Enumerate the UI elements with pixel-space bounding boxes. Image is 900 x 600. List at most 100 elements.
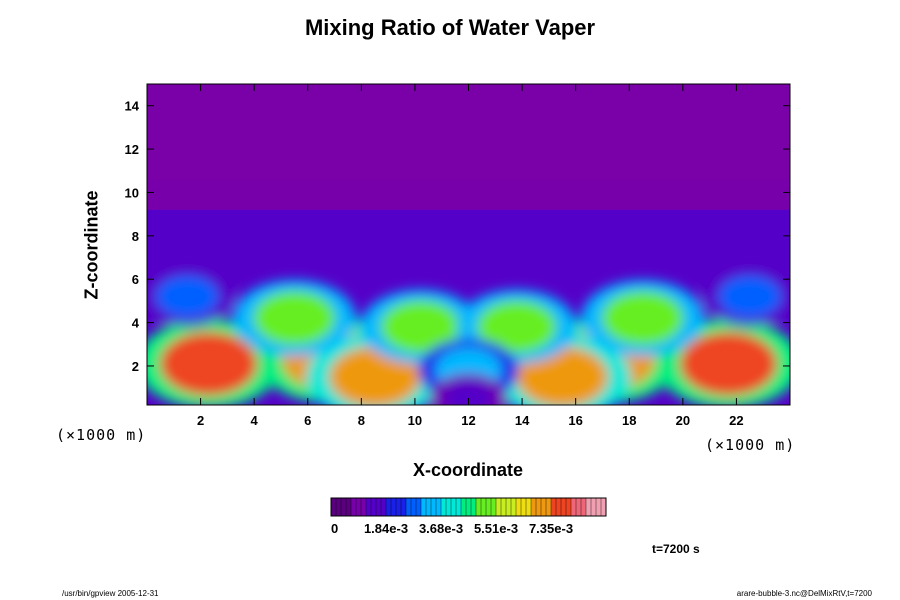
colorbar-cell-16 — [411, 498, 417, 516]
field-blob-1 — [679, 331, 777, 396]
colorbar-cell-42 — [541, 498, 547, 516]
colorbar-cell-32 — [491, 498, 497, 516]
colorbar-cell-2 — [341, 498, 347, 516]
field-blob-6 — [253, 291, 336, 346]
x-axis-unit: (×1000 m) — [705, 436, 796, 454]
colorbar: 0 1.84e-3 3.68e-3 5.51e-3 7.35e-3 — [330, 497, 607, 536]
colorbar-cell-30 — [481, 498, 487, 516]
colorbar-cell-39 — [526, 498, 532, 516]
colorbar-cell-7 — [366, 498, 372, 516]
colorbar-cell-13 — [396, 498, 402, 516]
x-tick-label-22: 22 — [729, 413, 743, 428]
x-tick-label-6: 6 — [304, 413, 311, 428]
footer-left: /usr/bin/gpview 2005-12-31 — [62, 589, 159, 598]
colorbar-frame — [330, 497, 607, 517]
colorbar-cell-37 — [516, 498, 522, 516]
colorbar-cell-51 — [586, 498, 592, 516]
colorbar-cell-22 — [441, 498, 447, 516]
colorbar-label-4: 7.35e-3 — [529, 521, 573, 536]
colorbar-cell-53 — [596, 498, 602, 516]
x-tick-label-12: 12 — [461, 413, 475, 428]
colorbar-cell-45 — [556, 498, 562, 516]
field-blob-10 — [155, 275, 219, 318]
field-layer — [147, 179, 790, 405]
colorbar-cell-1 — [336, 498, 342, 516]
colorbar-cell-34 — [501, 498, 507, 516]
colorbar-cell-33 — [496, 498, 502, 516]
field-blob-8 — [380, 300, 461, 354]
colorbar-cell-5 — [356, 498, 362, 516]
x-tick-label-14: 14 — [515, 413, 530, 428]
field-blob-7 — [601, 291, 684, 346]
colorbar-cell-17 — [416, 498, 422, 516]
field-blob-13 — [442, 380, 495, 405]
colorbar-cell-26 — [461, 498, 467, 516]
colorbar-cell-15 — [406, 498, 412, 516]
colorbar-cell-28 — [471, 498, 477, 516]
x-axis-label: X-coordinate — [412, 460, 523, 480]
colorbar-cell-35 — [506, 498, 512, 516]
x-tick-label-10: 10 — [408, 413, 422, 428]
colorbar-cell-43 — [546, 498, 552, 516]
chart-title: Mixing Ratio of Water Vaper — [304, 15, 596, 40]
colorbar-cell-18 — [421, 498, 427, 516]
colorbar-cell-50 — [581, 498, 587, 516]
colorbar-cell-10 — [381, 498, 387, 516]
colorbar-cell-4 — [351, 498, 357, 516]
colorbar-cell-41 — [536, 498, 542, 516]
y-tick-label-14: 14 — [125, 99, 140, 114]
x-tick-label-18: 18 — [622, 413, 636, 428]
colorbar-cell-24 — [451, 498, 457, 516]
colorbar-cell-14 — [401, 498, 407, 516]
colorbar-cell-3 — [346, 498, 352, 516]
colorbar-label-3: 5.51e-3 — [474, 521, 518, 536]
x-tick-label-8: 8 — [358, 413, 365, 428]
footer-right: arare-bubble-3.nc@DelMixRtV,t=7200 — [736, 589, 872, 598]
field-blob-9 — [476, 300, 557, 354]
colorbar-cell-23 — [446, 498, 452, 516]
colorbar-cell-12 — [391, 498, 397, 516]
colorbar-cell-47 — [566, 498, 572, 516]
y-tick-label-12: 12 — [125, 142, 139, 157]
x-tick-label-4: 4 — [251, 413, 259, 428]
colorbar-label-1: 1.84e-3 — [364, 521, 408, 536]
field-layer-0 — [147, 179, 790, 210]
colorbar-cell-6 — [361, 498, 367, 516]
colorbar-label-0: 0 — [331, 521, 338, 536]
y-tick-label-8: 8 — [132, 229, 139, 244]
colorbar-cell-54 — [601, 498, 607, 516]
colorbar-cell-21 — [436, 498, 442, 516]
colorbar-cell-40 — [531, 498, 537, 516]
y-tick-label-6: 6 — [132, 272, 139, 287]
colorbar-cell-8 — [371, 498, 377, 516]
colorbar-cell-0 — [331, 498, 337, 516]
colorbar-cell-25 — [456, 498, 462, 516]
y-tick-label-10: 10 — [125, 185, 139, 200]
colorbar-cell-31 — [486, 498, 492, 516]
colorbar-cell-19 — [426, 498, 432, 516]
colorbar-cell-49 — [576, 498, 582, 516]
colorbar-label-2: 3.68e-3 — [419, 521, 463, 536]
y-axis-unit: (×1000 m) — [56, 426, 147, 444]
x-tick-label-16: 16 — [568, 413, 582, 428]
colorbar-cell-52 — [591, 498, 597, 516]
field-layer-1 — [147, 209, 790, 238]
colorbar-cell-38 — [521, 498, 527, 516]
x-tick-label-2: 2 — [197, 413, 204, 428]
colorbar-cell-20 — [431, 498, 437, 516]
y-tick-label-2: 2 — [132, 359, 139, 374]
colorbar-cell-36 — [511, 498, 517, 516]
time-label: t=7200 s — [652, 542, 700, 556]
colorbar-cell-27 — [466, 498, 472, 516]
colorbar-cell-46 — [561, 498, 567, 516]
colorbar-cell-29 — [476, 498, 482, 516]
colorbar-cell-48 — [571, 498, 577, 516]
colorbar-cell-44 — [551, 498, 557, 516]
x-tick-label-20: 20 — [676, 413, 690, 428]
y-tick-label-4: 4 — [132, 316, 140, 331]
field-blob-0 — [160, 331, 258, 396]
field-blob-11 — [718, 275, 782, 318]
colorbar-cell-9 — [376, 498, 382, 516]
